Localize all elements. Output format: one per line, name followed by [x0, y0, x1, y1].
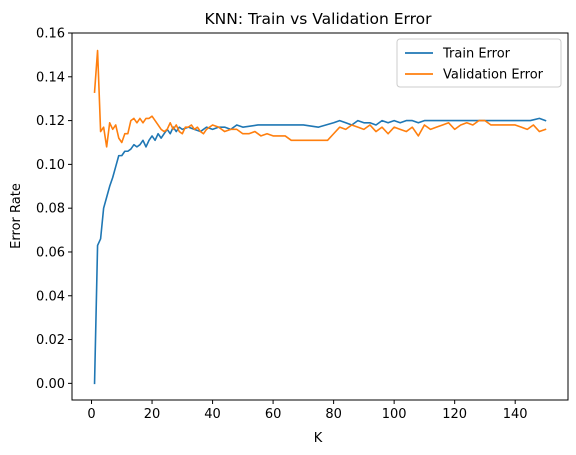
- y-tick-label: 0.08: [36, 202, 65, 217]
- x-tick-label: 20: [144, 407, 161, 422]
- x-tick-label: 100: [382, 407, 407, 422]
- x-tick-label: 60: [265, 407, 282, 422]
- y-tick-label: 0.04: [36, 289, 65, 304]
- legend-box: [396, 38, 562, 88]
- y-axis-label: Error Rate: [9, 183, 24, 249]
- x-tick-label: 0: [87, 407, 95, 422]
- x-tick-label: 120: [442, 407, 467, 422]
- plot-area: 0 20 40 60 80 100 120 140 0.00 0.02 0.04 0.06 0.08 0.…: [36, 27, 547, 422]
- x-tick-label: 40: [204, 407, 221, 422]
- chart-title: KNN: Train vs Validation Error: [204, 10, 432, 28]
- y-tick-label: 0.06: [36, 245, 65, 260]
- y-tick-label: 0.02: [36, 333, 65, 348]
- y-tick-label: 0.00: [36, 377, 65, 392]
- y-tick-label: 0.14: [36, 70, 65, 85]
- x-tick-label: 140: [503, 407, 528, 422]
- series-line-validation-error: [93, 49, 547, 148]
- series-line-train-error: [93, 117, 547, 385]
- legend-label-validation-error: Validation Error: [443, 68, 544, 83]
- y-tick-label: 0.16: [36, 27, 65, 42]
- legend: Train Error Validation Error: [396, 38, 562, 88]
- y-tick-label: 0.12: [36, 114, 65, 129]
- legend-label-train-error: Train Error: [442, 47, 511, 62]
- y-tick-label: 0.10: [36, 158, 65, 173]
- x-tick-label: 80: [325, 407, 342, 422]
- x-axis-label: K: [314, 431, 323, 446]
- axes-frame: [71, 32, 569, 401]
